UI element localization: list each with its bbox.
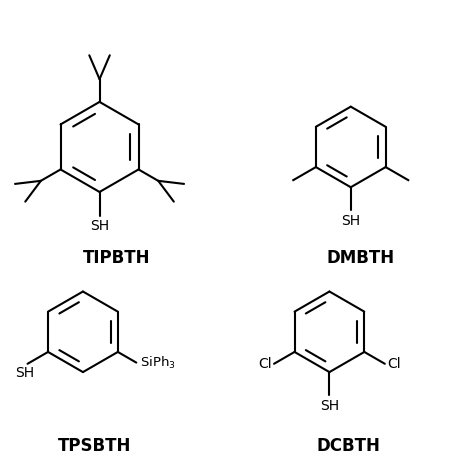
Text: SH: SH (90, 219, 109, 234)
Text: DCBTH: DCBTH (317, 437, 380, 455)
Text: SH: SH (341, 214, 360, 228)
Text: TIPBTH: TIPBTH (82, 249, 150, 267)
Text: DMBTH: DMBTH (326, 249, 394, 267)
Text: Cl: Cl (387, 357, 401, 371)
Text: TPSBTH: TPSBTH (58, 437, 131, 455)
Text: SH: SH (16, 366, 35, 380)
Text: SiPh$_3$: SiPh$_3$ (140, 355, 176, 371)
Text: Cl: Cl (258, 357, 272, 371)
Text: SH: SH (320, 399, 339, 413)
